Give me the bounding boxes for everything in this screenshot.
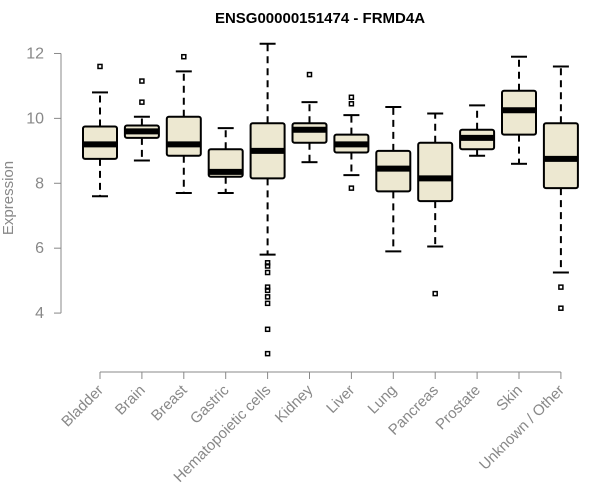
- outlier-point: [348, 94, 355, 101]
- outlier-point: [264, 263, 271, 269]
- y-axis: 4 6 8 10 12: [26, 45, 62, 322]
- box-group: [249, 42, 286, 357]
- box-series: [82, 42, 579, 357]
- outlier-point: [264, 260, 271, 266]
- box-group: [82, 63, 118, 198]
- box-group: [123, 78, 160, 162]
- y-axis-title: Expression: [0, 161, 17, 235]
- outlier-point: [264, 287, 271, 294]
- outlier-point: [264, 269, 271, 276]
- outlier-point: [264, 300, 271, 307]
- box-group: [207, 127, 244, 195]
- x-tick-label: Lung: [365, 382, 401, 418]
- x-tick-label: Kidney: [272, 381, 317, 426]
- y-tick-label: 10: [26, 110, 44, 127]
- outlier-point: [264, 326, 271, 333]
- box-group: [501, 55, 537, 165]
- y-tick-label: 12: [26, 45, 44, 62]
- box-iqr: [542, 122, 579, 190]
- box-group: [165, 53, 202, 195]
- x-tick-label: Liver: [323, 382, 358, 417]
- outlier-point: [264, 284, 271, 290]
- box-iqr: [417, 141, 454, 203]
- outlier-point: [558, 284, 564, 290]
- box-group: [542, 65, 579, 311]
- x-tick-label: Skin: [493, 382, 526, 415]
- box-group: [333, 94, 370, 191]
- outlier-point: [97, 63, 103, 70]
- box-group: [417, 112, 454, 297]
- x-tick-label: Bladder: [58, 382, 107, 431]
- chart-title: ENSG00000151474 - FRMD4A: [215, 10, 425, 27]
- box-iqr: [165, 115, 202, 157]
- y-tick-label: 8: [35, 175, 44, 192]
- outlier-point: [181, 53, 187, 60]
- box-group: [459, 104, 496, 157]
- outlier-point: [306, 71, 313, 78]
- x-tick-label: Prostate: [432, 382, 484, 434]
- x-tick-label: Brain: [112, 382, 149, 419]
- outlier-point: [558, 305, 564, 311]
- box-group: [375, 106, 412, 253]
- y-tick-label: 4: [35, 305, 44, 322]
- outlier-point: [139, 99, 145, 105]
- outlier-point: [264, 350, 271, 357]
- box-group: [291, 71, 328, 164]
- y-tick-label: 6: [35, 240, 44, 257]
- outlier-point: [139, 78, 145, 84]
- box-iqr: [291, 122, 328, 144]
- outlier-point: [348, 101, 355, 107]
- x-tick-label: Breast: [148, 381, 191, 424]
- outlier-point: [348, 185, 355, 191]
- outlier-point: [264, 294, 271, 300]
- outlier-point: [432, 290, 438, 297]
